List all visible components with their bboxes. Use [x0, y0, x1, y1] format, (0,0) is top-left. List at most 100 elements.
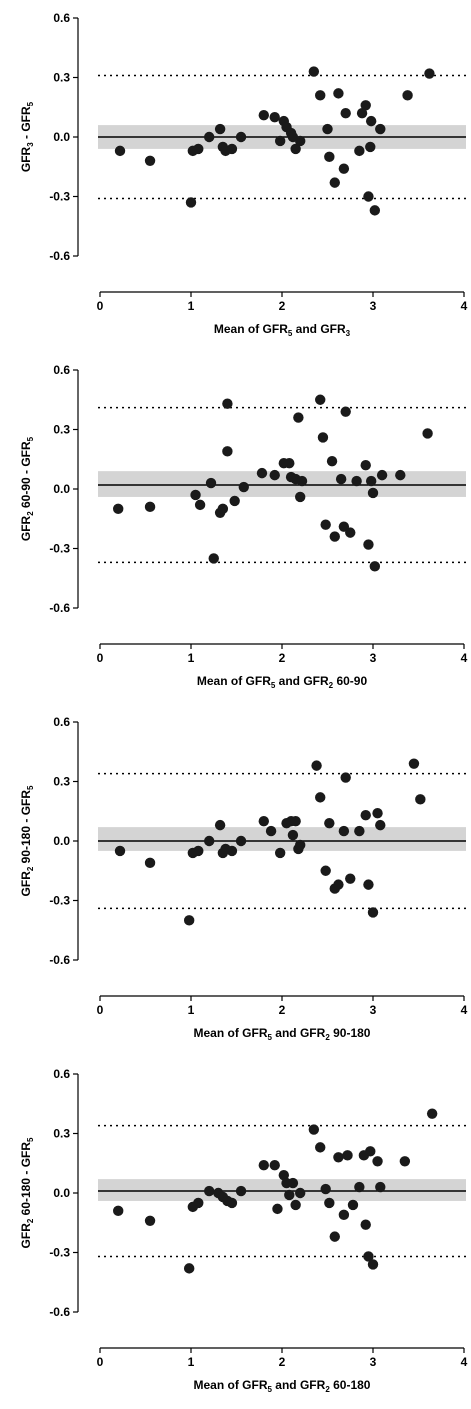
x-tick-label: 3 — [370, 1003, 377, 1017]
data-point — [333, 1152, 344, 1163]
x-tick-label: 4 — [461, 1003, 468, 1017]
data-point — [290, 815, 301, 827]
data-point — [340, 406, 351, 417]
y-tick-label: -0.3 — [49, 542, 70, 556]
data-point — [214, 819, 226, 831]
data-point — [315, 792, 326, 803]
y-axis-title: GFR2 90-180 - GFR5 — [19, 785, 35, 897]
data-point — [204, 131, 215, 143]
data-point — [114, 145, 126, 157]
data-point — [272, 1203, 283, 1215]
data-point — [360, 100, 371, 111]
data-point — [424, 68, 435, 79]
title-text: 60-180 — [330, 1378, 371, 1392]
y-tick-label: -0.6 — [49, 1305, 70, 1319]
data-point — [258, 815, 269, 827]
data-point — [365, 141, 376, 153]
data-point — [351, 475, 362, 487]
y-axis-title: GFR3 - GFR5 — [19, 101, 35, 172]
data-point — [144, 1215, 156, 1226]
data-point — [375, 819, 386, 831]
data-point — [354, 1181, 365, 1193]
x-tick-label: 2 — [279, 651, 286, 665]
data-point — [367, 907, 379, 918]
title-text: GFR — [19, 515, 33, 541]
data-point — [269, 111, 280, 123]
data-point — [295, 1187, 306, 1199]
y-tick-label: 0.0 — [53, 482, 70, 496]
data-point — [324, 151, 335, 163]
data-point — [395, 469, 406, 481]
data-point — [360, 1219, 371, 1230]
x-tick-label: 1 — [188, 651, 195, 665]
data-point — [144, 501, 156, 513]
data-point — [193, 1197, 204, 1209]
data-point — [287, 829, 299, 841]
y-tick-label: 0.0 — [53, 834, 70, 848]
title-text: 60-90 — [333, 674, 367, 688]
data-point — [214, 123, 226, 135]
data-point — [295, 491, 306, 503]
title-text: GFR — [19, 871, 33, 897]
data-point — [340, 772, 351, 783]
subscript-text: 3 — [346, 329, 351, 338]
x-axis-title: Mean of GFR5 and GFR3 — [214, 322, 351, 338]
title-text: and GFR — [275, 674, 329, 688]
y-tick-label: 0.0 — [53, 1186, 70, 1200]
data-point — [363, 539, 374, 550]
title-text: and GFR — [292, 322, 346, 336]
data-point — [113, 503, 124, 515]
data-point — [367, 487, 379, 499]
data-point — [278, 1169, 290, 1181]
data-point — [222, 446, 233, 457]
x-tick-label: 2 — [279, 299, 286, 313]
title-text: 90-180 — [330, 1026, 371, 1040]
x-tick-label: 4 — [461, 1355, 468, 1369]
x-tick-label: 2 — [279, 1355, 286, 1369]
x-tick-label: 2 — [279, 1003, 286, 1017]
y-tick-label: -0.3 — [49, 894, 70, 908]
data-point — [345, 527, 356, 538]
data-point — [329, 531, 340, 542]
data-point — [308, 66, 320, 77]
y-tick-label: 0.6 — [53, 715, 70, 729]
x-tick-label: 1 — [188, 1003, 195, 1017]
subscript-text: 5 — [268, 1385, 273, 1394]
data-point — [222, 398, 233, 409]
data-point — [360, 810, 371, 821]
data-point — [354, 825, 365, 837]
confidence-band — [98, 1179, 466, 1201]
data-point — [258, 1160, 269, 1171]
title-text: - GFR — [19, 106, 33, 142]
data-point — [113, 1205, 124, 1217]
confidence-band — [98, 471, 466, 497]
data-point — [284, 1189, 295, 1201]
y-tick-label: 0.6 — [53, 1067, 70, 1081]
y-tick-label: 0.3 — [53, 423, 70, 437]
data-point — [183, 915, 195, 926]
data-point — [226, 143, 238, 155]
subscript-text: 2 — [26, 511, 35, 516]
data-point — [194, 499, 206, 511]
data-point — [238, 481, 249, 493]
y-axis-title: GFR2 60-180 - GFR5 — [19, 1137, 35, 1249]
data-point — [338, 163, 350, 174]
title-text: and GFR — [272, 1026, 326, 1040]
confidence-band — [98, 827, 466, 851]
y-tick-label: -0.3 — [49, 1246, 70, 1260]
data-point — [372, 808, 383, 819]
data-point — [367, 1259, 379, 1270]
subscript-text: 5 — [268, 1033, 273, 1042]
data-point — [375, 123, 386, 135]
data-point — [235, 835, 247, 847]
title-text: Mean of GFR — [194, 1378, 268, 1392]
data-point — [293, 412, 304, 423]
data-point — [256, 467, 268, 479]
data-point — [295, 135, 306, 147]
title-text: Mean of GFR — [214, 322, 288, 336]
data-point — [324, 1197, 335, 1209]
data-point — [369, 561, 381, 572]
title-text: Mean of GFR — [197, 674, 271, 688]
data-point — [296, 475, 308, 487]
